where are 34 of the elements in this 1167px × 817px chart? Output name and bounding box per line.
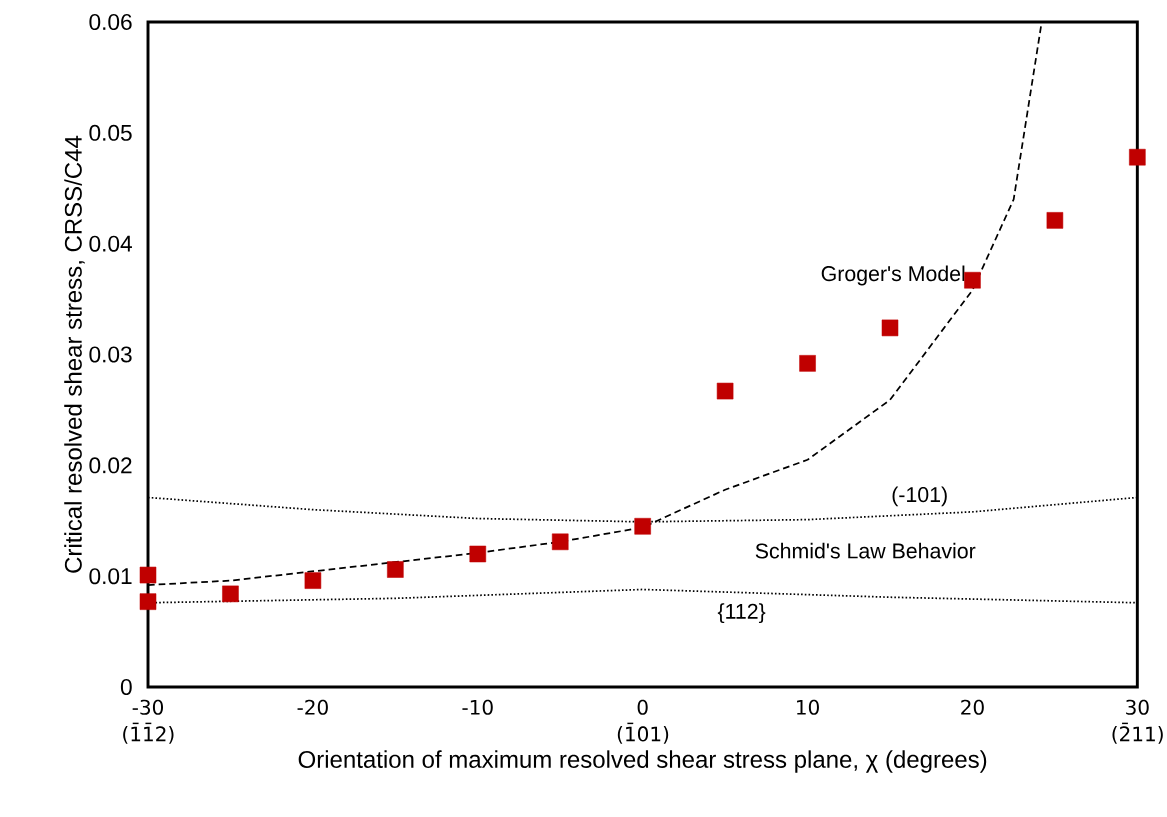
point: [634, 518, 651, 535]
point: [799, 355, 816, 372]
point: [1046, 212, 1064, 229]
point: [304, 572, 322, 589]
point: [387, 561, 404, 578]
point: [551, 533, 569, 551]
series-label: {112}: [717, 603, 766, 624]
y-tick-label: 0.03: [89, 346, 132, 363]
y-tick-label: 0.06: [89, 13, 132, 31]
x-tick-label: -10: [462, 699, 493, 715]
point: [1129, 148, 1146, 166]
point: [139, 566, 157, 584]
point: [222, 585, 239, 603]
point: [964, 271, 981, 289]
y-tick-label: 0.04: [89, 235, 132, 252]
series-label: Groger's Model: [821, 265, 965, 286]
point: [881, 319, 899, 337]
series-label: (-101): [892, 486, 947, 507]
x-tick-label: -30 (1̄1̄2): [123, 699, 174, 744]
y-tick-label: 0: [120, 678, 132, 696]
x-tick-label: -20: [297, 699, 328, 715]
x-tick-label: 10: [797, 699, 819, 715]
y-axis-title: Critical resolved shear stress, CRSS/C44: [64, 135, 85, 573]
point: [139, 593, 157, 610]
x-tick-label: 20: [961, 699, 984, 715]
x-axis-title: Orientation of maximum resolved shear stress plane, χ (degrees): [298, 750, 987, 773]
y-tick-label: 0.05: [89, 124, 132, 141]
annotation: Schmid's Law Behavior: [755, 542, 976, 559]
point: [716, 382, 734, 400]
point: [469, 545, 487, 563]
x-tick-label: 0 (1̄01): [617, 699, 669, 744]
y-tick-label: 0.02: [89, 457, 132, 474]
x-tick-label: 30 (2̄11): [1112, 699, 1163, 744]
y-tick-label: 0.01: [89, 568, 132, 585]
